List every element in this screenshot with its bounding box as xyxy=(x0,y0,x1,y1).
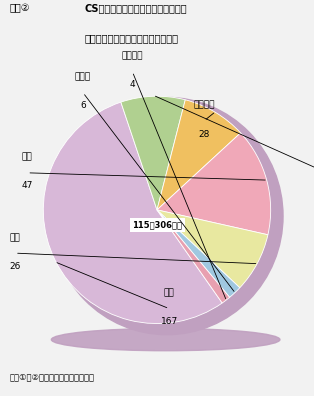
Text: 6: 6 xyxy=(80,101,86,110)
Text: 情報: 情報 xyxy=(22,153,33,162)
Text: 47: 47 xyxy=(22,181,33,190)
Text: 115社306番組: 115社306番組 xyxy=(132,220,182,229)
Text: ニュース: ニュース xyxy=(193,101,215,110)
Text: 内容別番組数（１１年３月末現在）: 内容別番組数（１１年３月末現在） xyxy=(85,33,179,43)
Text: 4: 4 xyxy=(129,80,135,89)
Ellipse shape xyxy=(51,329,280,351)
Wedge shape xyxy=(121,96,185,210)
Text: 26: 26 xyxy=(9,262,21,271)
Text: 趣味: 趣味 xyxy=(9,233,20,242)
Text: その他: その他 xyxy=(75,72,91,82)
Wedge shape xyxy=(157,210,268,288)
Text: 167: 167 xyxy=(161,317,178,326)
Text: CS放送（標準テレビジョン放送）の: CS放送（標準テレビジョン放送）の xyxy=(85,3,187,13)
Text: 図表②: 図表② xyxy=(9,3,30,13)
Wedge shape xyxy=(157,210,230,303)
Text: 娯楽: 娯楽 xyxy=(164,289,175,298)
Wedge shape xyxy=(157,100,241,210)
Ellipse shape xyxy=(51,97,283,335)
Text: 28: 28 xyxy=(198,129,210,139)
Text: 図表①、②　郵政省資料により作成: 図表①、② 郵政省資料により作成 xyxy=(9,372,95,381)
Wedge shape xyxy=(157,133,271,235)
Wedge shape xyxy=(43,102,222,324)
Wedge shape xyxy=(157,210,240,297)
Text: 番組情報: 番組情報 xyxy=(122,51,143,60)
